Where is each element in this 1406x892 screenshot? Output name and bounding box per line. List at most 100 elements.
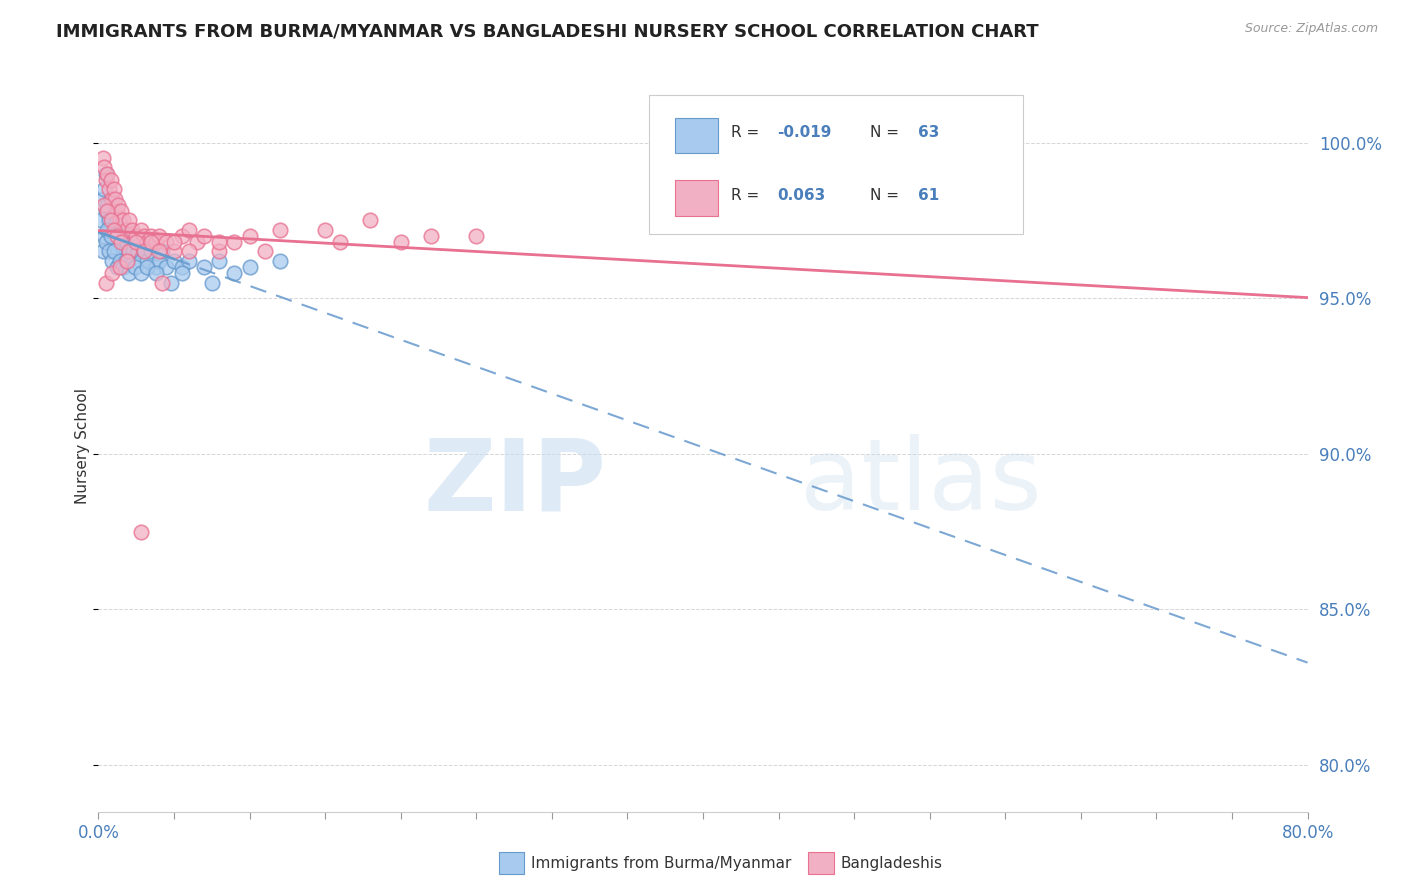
Point: [108, 213, 131, 227]
Point: [114, 222, 136, 236]
Point: [314, 222, 336, 236]
Point: [129, 524, 152, 539]
Point: [160, 276, 183, 290]
Point: [103, 204, 125, 219]
Point: [129, 253, 152, 268]
Bar: [675, 180, 717, 216]
Point: [148, 228, 170, 243]
Point: [98, 213, 121, 227]
Point: [148, 244, 170, 259]
Point: [105, 204, 128, 219]
Point: [100, 228, 122, 243]
Point: [132, 244, 155, 259]
Point: [104, 192, 127, 206]
Point: [93, 161, 115, 175]
Bar: [675, 119, 717, 153]
Point: [145, 266, 167, 280]
Point: [112, 228, 135, 243]
Point: [155, 235, 177, 249]
Text: IMMIGRANTS FROM BURMA/MYANMAR VS BANGLADESHI NURSERY SCHOOL CORRELATION CHART: IMMIGRANTS FROM BURMA/MYANMAR VS BANGLAD…: [56, 22, 1039, 40]
Point: [186, 235, 208, 249]
Text: 61: 61: [918, 188, 939, 203]
Point: [98, 182, 121, 196]
Point: [90, 213, 112, 227]
Text: Source: ZipAtlas.com: Source: ZipAtlas.com: [1244, 22, 1378, 36]
Point: [170, 266, 193, 280]
Point: [193, 228, 215, 243]
Point: [239, 228, 262, 243]
Point: [100, 192, 122, 206]
Point: [145, 235, 167, 249]
Point: [96, 167, 118, 181]
Point: [100, 228, 122, 243]
Text: atlas: atlas: [800, 434, 1042, 531]
Point: [239, 260, 262, 274]
Point: [269, 222, 291, 236]
Point: [170, 260, 193, 274]
Text: N =: N =: [870, 188, 904, 203]
FancyBboxPatch shape: [648, 95, 1024, 234]
Point: [105, 213, 128, 227]
Point: [115, 253, 138, 268]
Y-axis label: Nursery School: Nursery School: [75, 388, 90, 504]
Point: [125, 235, 148, 249]
Text: Bangladeshis: Bangladeshis: [841, 855, 943, 871]
Point: [108, 228, 131, 243]
Point: [179, 253, 201, 268]
Point: [103, 182, 125, 196]
Point: [141, 228, 163, 243]
Point: [121, 235, 143, 249]
Point: [120, 228, 142, 243]
Point: [118, 244, 141, 259]
Point: [170, 228, 193, 243]
Point: [118, 244, 141, 259]
Point: [193, 260, 215, 274]
Point: [93, 182, 115, 196]
Point: [179, 222, 201, 236]
Point: [115, 235, 138, 249]
Point: [111, 235, 134, 249]
Point: [98, 244, 121, 259]
Point: [114, 244, 136, 259]
Text: N =: N =: [870, 126, 904, 140]
Point: [107, 198, 129, 212]
Point: [269, 253, 291, 268]
Point: [110, 222, 132, 236]
Point: [208, 235, 231, 249]
Point: [94, 276, 117, 290]
Point: [208, 244, 231, 259]
Point: [201, 276, 224, 290]
Point: [101, 192, 124, 206]
Point: [103, 244, 125, 259]
Point: [94, 167, 117, 181]
Point: [91, 192, 114, 206]
Text: ZIP: ZIP: [423, 434, 606, 531]
Point: [155, 260, 177, 274]
Point: [135, 235, 157, 249]
Point: [122, 244, 145, 259]
Point: [132, 228, 155, 243]
Point: [163, 244, 186, 259]
Point: [224, 266, 246, 280]
Point: [125, 235, 148, 249]
Point: [103, 222, 125, 236]
Point: [224, 235, 246, 249]
Point: [124, 260, 146, 274]
Point: [132, 244, 155, 259]
Point: [129, 266, 152, 280]
Point: [150, 244, 173, 259]
Point: [125, 228, 148, 243]
Point: [111, 213, 134, 227]
Point: [96, 198, 118, 212]
Point: [91, 151, 114, 165]
Point: [108, 253, 131, 268]
Point: [148, 253, 170, 268]
Point: [94, 173, 117, 187]
Point: [135, 260, 157, 274]
Point: [94, 235, 117, 249]
Point: [111, 260, 134, 274]
Point: [94, 204, 117, 219]
Point: [93, 198, 115, 212]
Point: [253, 244, 276, 259]
Point: [465, 228, 488, 243]
